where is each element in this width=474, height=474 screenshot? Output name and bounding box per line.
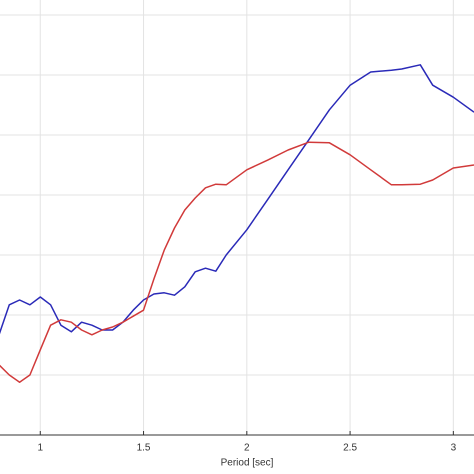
line-series	[0, 141, 474, 383]
x-tick-label: 2	[244, 443, 250, 454]
x-tick-label: 1	[37, 443, 43, 454]
line-series	[0, 64, 474, 335]
x-tick-label: 1.5	[137, 443, 151, 454]
x-tick-label: 2.5	[343, 443, 357, 454]
x-axis-label: Period [sec]	[221, 458, 274, 469]
x-tick-label: 3	[451, 443, 457, 454]
